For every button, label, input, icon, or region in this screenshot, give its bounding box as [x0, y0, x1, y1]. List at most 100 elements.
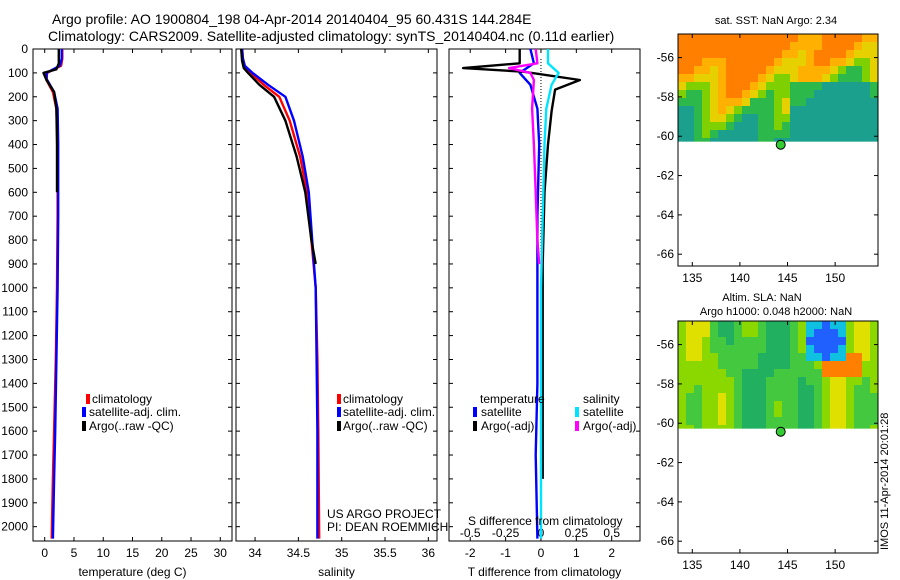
map-cell [798, 34, 807, 43]
map-cell [806, 90, 815, 99]
map-cell [694, 58, 703, 67]
x-tick-label: -1 [500, 546, 511, 560]
map-cell [782, 34, 791, 43]
legend-swatch-t-satellite [473, 407, 477, 417]
map-cell [846, 50, 855, 59]
map-cell [846, 66, 855, 75]
map-cell [742, 409, 751, 418]
map-cell [790, 58, 799, 67]
map-cell [798, 385, 807, 394]
map-cell [822, 353, 831, 362]
lon-tick-label: 145 [778, 271, 798, 285]
map-cell [686, 345, 695, 354]
map-cell [846, 90, 855, 99]
map-cell [750, 98, 759, 107]
map-cell [854, 353, 863, 362]
map-cell [774, 74, 783, 83]
map-cell [726, 425, 735, 429]
map-cell [758, 385, 767, 394]
map-cell [790, 329, 799, 338]
map-cell [870, 58, 879, 67]
map-cell [790, 353, 799, 362]
map-cell [782, 353, 791, 362]
map-cell [854, 425, 863, 429]
map-cell [814, 42, 823, 51]
x-tick-label: 1 [573, 546, 580, 560]
map-cell [758, 329, 767, 338]
depth-tick-label: 200 [8, 90, 28, 104]
map-cell [766, 329, 775, 338]
map-cell [774, 393, 783, 402]
map-cell [870, 321, 879, 330]
map-cell [718, 401, 727, 410]
map-cell [758, 361, 767, 370]
map-cell [718, 369, 727, 378]
map-cell [726, 114, 735, 123]
map-cell [694, 385, 703, 394]
map-cell [870, 34, 879, 43]
map-cell [686, 114, 695, 123]
map-cell [766, 122, 775, 131]
map-cell [742, 361, 751, 370]
map-frame [677, 33, 879, 267]
map-cell [686, 409, 695, 418]
map-cell [830, 122, 839, 131]
sst-map-title: sat. SST: NaN Argo: 2.34 [715, 15, 837, 27]
map-cell [750, 377, 759, 386]
map-cell [846, 401, 855, 410]
depth-tick-label: 900 [8, 257, 28, 271]
panel-frame [235, 48, 438, 542]
map-cell [782, 345, 791, 354]
map-cell [782, 329, 791, 338]
map-cell [710, 361, 719, 370]
lat-tick-label: -56 [657, 51, 675, 65]
map-cell [782, 369, 791, 378]
map-cell [678, 122, 687, 131]
map-cell [854, 138, 863, 142]
map-cell [766, 321, 775, 330]
map-cell [758, 42, 767, 51]
map-cell [854, 130, 863, 139]
map-cell [854, 321, 863, 330]
map-cell [742, 138, 751, 142]
map-cell [774, 58, 783, 67]
map-cell [870, 409, 879, 418]
map-cell [774, 329, 783, 338]
map-cell [790, 42, 799, 51]
map-cell [750, 42, 759, 51]
map-cell [742, 321, 751, 330]
map-cell [702, 122, 711, 131]
map-cell [710, 329, 719, 338]
map-cell [702, 98, 711, 107]
map-cell [814, 130, 823, 139]
map-cell [838, 393, 847, 402]
map-cell [750, 417, 759, 426]
map-cell [806, 66, 815, 75]
map-cell [702, 361, 711, 370]
map-cell [854, 82, 863, 91]
depth-tick-label: 800 [8, 233, 28, 247]
map-cell [790, 417, 799, 426]
map-cell [798, 369, 807, 378]
map-cell [830, 329, 839, 338]
map-cell [838, 345, 847, 354]
map-cell [798, 329, 807, 338]
lat-tick-label: -66 [657, 534, 675, 548]
map-cell [758, 138, 767, 142]
series-line [539, 49, 560, 539]
map-cell [806, 385, 815, 394]
map-cell [686, 417, 695, 426]
map-cell [798, 353, 807, 362]
map-cell [718, 74, 727, 83]
map-cell [710, 369, 719, 378]
map-cell [870, 329, 879, 338]
map-cell [830, 401, 839, 410]
x-tick-label: 35.5 [373, 546, 397, 560]
x-tick-label: 25 [184, 546, 198, 560]
map-cell [806, 425, 815, 429]
map-cell [750, 58, 759, 67]
map-cell [838, 50, 847, 59]
map-cell [742, 42, 751, 51]
map-cell [846, 42, 855, 51]
map-cell [798, 50, 807, 59]
